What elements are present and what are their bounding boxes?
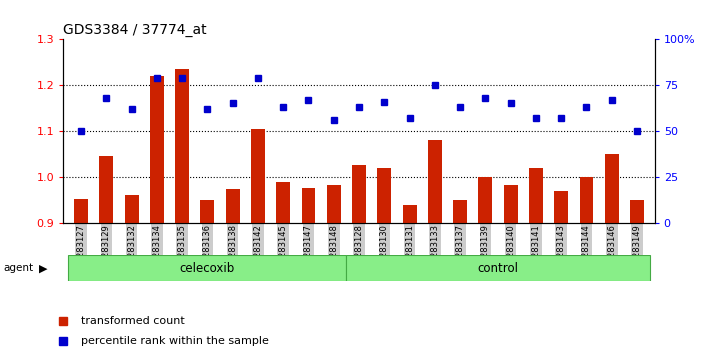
- Bar: [74, 199, 88, 223]
- Bar: [377, 168, 391, 223]
- Bar: [327, 185, 341, 223]
- Bar: [529, 168, 543, 223]
- Bar: [125, 195, 139, 223]
- Bar: [226, 188, 239, 223]
- Bar: [579, 177, 593, 223]
- Text: transformed count: transformed count: [81, 315, 185, 326]
- FancyBboxPatch shape: [68, 255, 346, 281]
- Bar: [453, 200, 467, 223]
- Bar: [201, 200, 214, 223]
- Bar: [99, 156, 113, 223]
- Bar: [605, 154, 619, 223]
- Text: ▶: ▶: [39, 263, 47, 273]
- Bar: [428, 140, 442, 223]
- Bar: [301, 188, 315, 223]
- Bar: [504, 185, 517, 223]
- Text: control: control: [477, 262, 519, 275]
- Bar: [251, 129, 265, 223]
- Bar: [352, 166, 366, 223]
- Bar: [630, 200, 644, 223]
- Text: percentile rank within the sample: percentile rank within the sample: [81, 336, 269, 346]
- Text: celecoxib: celecoxib: [180, 262, 235, 275]
- Bar: [150, 76, 164, 223]
- Bar: [554, 191, 568, 223]
- Bar: [175, 69, 189, 223]
- Text: GDS3384 / 37774_at: GDS3384 / 37774_at: [63, 23, 207, 37]
- Bar: [276, 182, 290, 223]
- Bar: [479, 177, 492, 223]
- FancyBboxPatch shape: [346, 255, 650, 281]
- Bar: [403, 205, 417, 223]
- Text: agent: agent: [4, 263, 34, 273]
